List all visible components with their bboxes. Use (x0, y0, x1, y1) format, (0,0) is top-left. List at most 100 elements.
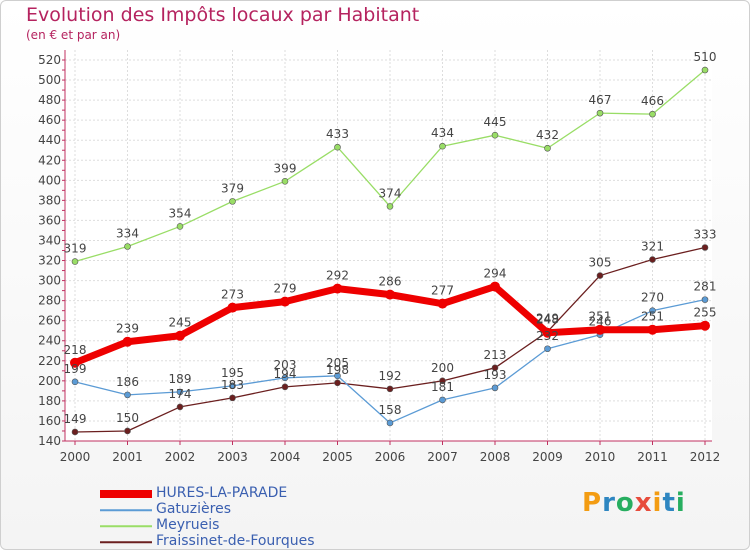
x-tick-label: 2006 (375, 450, 406, 464)
data-label: 213 (484, 348, 507, 362)
data-point (334, 143, 341, 151)
data-label: 294 (484, 267, 507, 281)
data-point (701, 296, 709, 303)
y-tick-label: 400 (38, 173, 61, 187)
legend-label: Meyrueis (156, 517, 220, 533)
data-point (649, 110, 656, 118)
data-label: 270 (641, 291, 664, 305)
data-label: 319 (64, 242, 87, 256)
logo-letter: i (675, 488, 686, 518)
y-tick-label: 340 (38, 233, 61, 247)
data-label: 374 (379, 186, 402, 200)
data-label: 333 (694, 227, 717, 241)
legend-label: Fraissinet-de-Fourques (156, 533, 315, 549)
data-label: 186 (116, 375, 139, 389)
y-tick-label: 300 (38, 274, 61, 288)
data-point (491, 131, 499, 139)
data-label: 510 (694, 50, 717, 64)
data-label: 174 (169, 387, 192, 401)
legend-item: HURES-LA-PARADE (100, 485, 400, 502)
y-tick-label: 280 (38, 294, 61, 308)
data-label: 466 (641, 94, 664, 108)
x-tick-labels: 2000 2001 2002 2003 2004 2005 2006 2007 2008 2009… (60, 450, 721, 464)
x-tick-label: 2012 (690, 450, 721, 464)
data-label: 149 (64, 412, 87, 426)
x-tick-label: 2003 (217, 450, 248, 464)
data-label: 189 (169, 372, 192, 386)
y-tick-label: 260 (38, 314, 61, 328)
y-tick-label: 160 (38, 414, 61, 428)
logo-letter: i (652, 488, 663, 518)
data-label: 183 (221, 378, 244, 392)
legend-swatch (100, 525, 152, 527)
data-point-hures (647, 324, 658, 335)
data-point (544, 144, 551, 152)
data-point (491, 384, 499, 392)
data-label: 273 (221, 288, 244, 302)
data-point (229, 394, 236, 402)
data-label: 248 (536, 313, 559, 327)
data-point (281, 383, 289, 391)
logo-letter: t (662, 488, 676, 518)
data-point (71, 378, 79, 386)
y-tick-label: 360 (38, 213, 61, 227)
data-point-hures (332, 283, 343, 294)
legend-swatch (100, 490, 152, 498)
data-point-hures (385, 289, 395, 300)
x-tick-label: 2011 (637, 450, 668, 464)
legend-label: Gatuzières (156, 501, 231, 517)
data-point (649, 256, 656, 263)
data-label: 432 (536, 128, 559, 142)
data-point (229, 198, 236, 205)
data-label: 195 (221, 366, 244, 380)
data-point-hures (437, 298, 448, 309)
x-tick-label: 2010 (585, 450, 616, 464)
data-label: 334 (116, 226, 139, 240)
x-tick-label: 2004 (270, 450, 301, 464)
data-point-hures (70, 357, 80, 368)
data-label: 200 (431, 361, 454, 375)
data-point (176, 223, 184, 230)
data-point (596, 109, 604, 117)
data-label: 305 (589, 256, 612, 270)
data-label: 193 (484, 368, 507, 382)
grid-lines (65, 50, 712, 442)
y-tick-label: 480 (38, 93, 61, 107)
data-point (281, 374, 289, 382)
data-point-hures (700, 320, 710, 331)
data-point (176, 388, 184, 396)
y-tick-label: 180 (38, 394, 61, 408)
x-tick-label: 2009 (532, 450, 563, 464)
data-point (386, 385, 394, 393)
y-tick-label: 500 (38, 73, 61, 87)
data-label: 251 (641, 310, 664, 324)
data-label: 192 (379, 369, 402, 383)
chart-subtitle: (en € et par an) (26, 28, 121, 42)
data-label: 218 (64, 343, 87, 357)
data-point-hures (280, 296, 290, 307)
data-label: 245 (169, 316, 192, 330)
data-label: 246 (589, 315, 612, 329)
data-labels: 218 239 245 273 279 292 286 277 294 248 251 251 255 1… (64, 50, 717, 426)
proxiti-logo: Proxiti (582, 488, 686, 518)
data-label: 399 (274, 161, 297, 175)
data-label: 467 (589, 93, 612, 107)
legend-swatch (100, 541, 152, 543)
data-point (281, 178, 289, 185)
data-label: 150 (116, 411, 139, 425)
data-point (544, 345, 551, 353)
x-tick-label: 2005 (322, 450, 353, 464)
data-label: 199 (64, 362, 87, 376)
series-points (70, 66, 710, 436)
y-tick-label: 380 (38, 193, 61, 207)
data-point-hures (595, 324, 605, 335)
data-point (124, 391, 131, 399)
legend-item: Gatuzières (100, 501, 400, 518)
legend-swatch (100, 509, 152, 511)
data-label: 198 (326, 363, 349, 377)
data-label: 232 (536, 329, 559, 343)
data-point (701, 66, 709, 74)
x-tick-label: 2002 (165, 450, 196, 464)
data-point (596, 272, 604, 279)
